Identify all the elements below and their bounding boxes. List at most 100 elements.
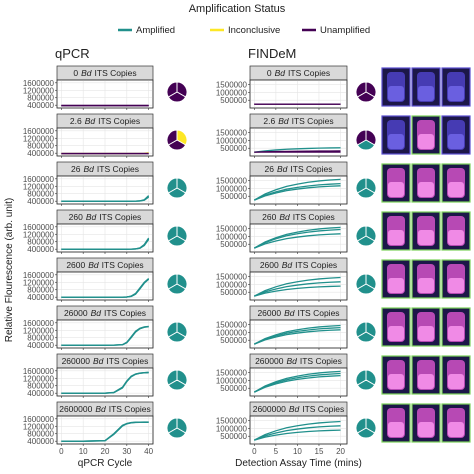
y-tick-label: 800000 <box>27 286 54 295</box>
y-tick-label: 1500000 <box>216 225 248 234</box>
y-tick-label: 1000000 <box>216 424 248 433</box>
line-series <box>254 233 341 249</box>
line-series <box>254 285 341 297</box>
panel-border <box>56 415 154 445</box>
strip-italic: Bd <box>81 68 92 78</box>
y-tick-label: 1200000 <box>23 182 55 191</box>
panel-border <box>56 79 154 109</box>
y-tick-label: 1500000 <box>216 321 248 330</box>
strip-italic: Bd <box>85 116 96 126</box>
photo-liquid <box>388 86 404 101</box>
strip-suffix: ITS Copies <box>102 260 144 270</box>
pie-slice <box>355 225 367 242</box>
y-tick-label: 1600000 <box>23 175 55 184</box>
strip-count: 26000 <box>257 308 281 318</box>
y-tick-label: 1600000 <box>23 271 55 280</box>
pie-slice <box>355 129 367 146</box>
pie-slice <box>166 129 178 146</box>
pie-slice <box>355 273 367 290</box>
y-tick-label: 1000000 <box>216 376 248 385</box>
y-tick-label: 1600000 <box>23 319 55 328</box>
column-title: FINDeM <box>248 46 296 61</box>
strip-suffix: ITS Copies <box>288 68 330 78</box>
strip-italic: Bd <box>86 212 97 222</box>
line-series <box>254 420 341 441</box>
strip-italic: Bd <box>286 356 297 366</box>
y-tick-label: 1500000 <box>216 369 248 378</box>
strip-italic: Bd <box>95 404 106 414</box>
strip-count: 0 <box>73 68 78 78</box>
y-tick-label: 1000000 <box>216 88 248 97</box>
strip-suffix: ITS Copies <box>106 356 148 366</box>
y-tick-label: 1000000 <box>216 328 248 337</box>
strip-suffix: ITS Copies <box>109 404 151 414</box>
pie-slice <box>166 225 178 242</box>
panel-border <box>249 367 348 397</box>
legend-label: Inconclusive <box>228 25 280 36</box>
line-series <box>61 421 149 442</box>
pie-slice <box>166 81 178 98</box>
y-tick-label: 1200000 <box>23 230 55 239</box>
photo-liquid <box>448 422 464 437</box>
y-tick-label: 1000000 <box>216 184 248 193</box>
panel-border <box>56 175 154 205</box>
y-tick-label: 800000 <box>27 190 54 199</box>
panel-border <box>56 127 154 157</box>
y-tick-label: 800000 <box>27 430 54 439</box>
photo-liquid <box>418 422 434 437</box>
strip-suffix: ITS Copies <box>290 164 332 174</box>
photo-liquid <box>388 374 404 389</box>
strip-label: 26 Bd ITS Copies <box>265 164 333 174</box>
photo-liquid <box>418 230 434 245</box>
strip-count: 2.6 <box>70 116 82 126</box>
pie-slice <box>166 273 178 290</box>
strip-count: 2600 <box>66 260 85 270</box>
y-tick-label: 1600000 <box>23 415 55 424</box>
y-tick-label: 1000000 <box>216 232 248 241</box>
line-series <box>254 327 341 345</box>
photo-liquid <box>388 230 404 245</box>
strip-suffix: ITS Copies <box>298 308 340 318</box>
strip-italic: Bd <box>289 404 300 414</box>
panel-border <box>249 175 348 205</box>
strip-italic: Bd <box>282 260 293 270</box>
panel-border <box>249 319 348 349</box>
panel-border <box>56 367 154 397</box>
y-tick-label: 1200000 <box>23 278 55 287</box>
panel-border <box>249 79 348 109</box>
photo-liquid <box>388 278 404 293</box>
strip-label: 2600 Bd ITS Copies <box>260 260 337 270</box>
strip-label: 2.6 Bd ITS Copies <box>70 116 140 126</box>
photo-liquid <box>388 422 404 437</box>
x-tick-label: 10 <box>79 447 88 456</box>
pie-slice <box>355 81 367 98</box>
y-tick-label: 500000 <box>220 144 247 153</box>
panel-border <box>249 223 348 253</box>
strip-italic: Bd <box>275 68 286 78</box>
x-tick-label: 20 <box>101 447 110 456</box>
strip-suffix: ITS Copies <box>292 116 334 126</box>
x-tick-label: 10 <box>293 447 302 456</box>
panel-border <box>249 271 348 301</box>
strip-label: 26000 Bd ITS Copies <box>64 308 146 318</box>
x-tick-label: 30 <box>122 447 131 456</box>
strip-label: 260 Bd ITS Copies <box>262 212 335 222</box>
y-tick-label: 500000 <box>220 192 247 201</box>
y-tick-label: 400000 <box>27 197 54 206</box>
strip-suffix: ITS Copies <box>95 68 137 78</box>
y-tick-label: 800000 <box>27 238 54 247</box>
strip-label: 260 Bd ITS Copies <box>69 212 142 222</box>
x-tick-label: 20 <box>336 447 345 456</box>
panel-border <box>56 223 154 253</box>
y-tick-label: 800000 <box>27 142 54 151</box>
line-series <box>254 425 341 441</box>
legend-label: Amplified <box>136 25 175 36</box>
pie-slice <box>355 369 367 386</box>
photo-liquid <box>418 86 434 101</box>
y-tick-label: 1000000 <box>216 280 248 289</box>
strip-suffix: ITS Copies <box>97 164 139 174</box>
strip-label: 2600 Bd ITS Copies <box>66 260 143 270</box>
x-axis-label: qPCR Cycle <box>78 458 133 469</box>
strip-italic: Bd <box>93 356 104 366</box>
